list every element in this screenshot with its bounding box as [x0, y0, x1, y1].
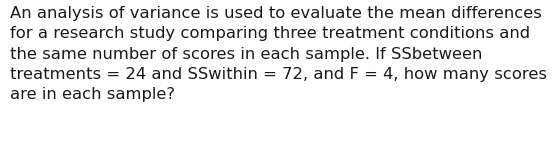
Text: An analysis of variance is used to evaluate the mean differences
for a research : An analysis of variance is used to evalu…	[10, 6, 547, 102]
